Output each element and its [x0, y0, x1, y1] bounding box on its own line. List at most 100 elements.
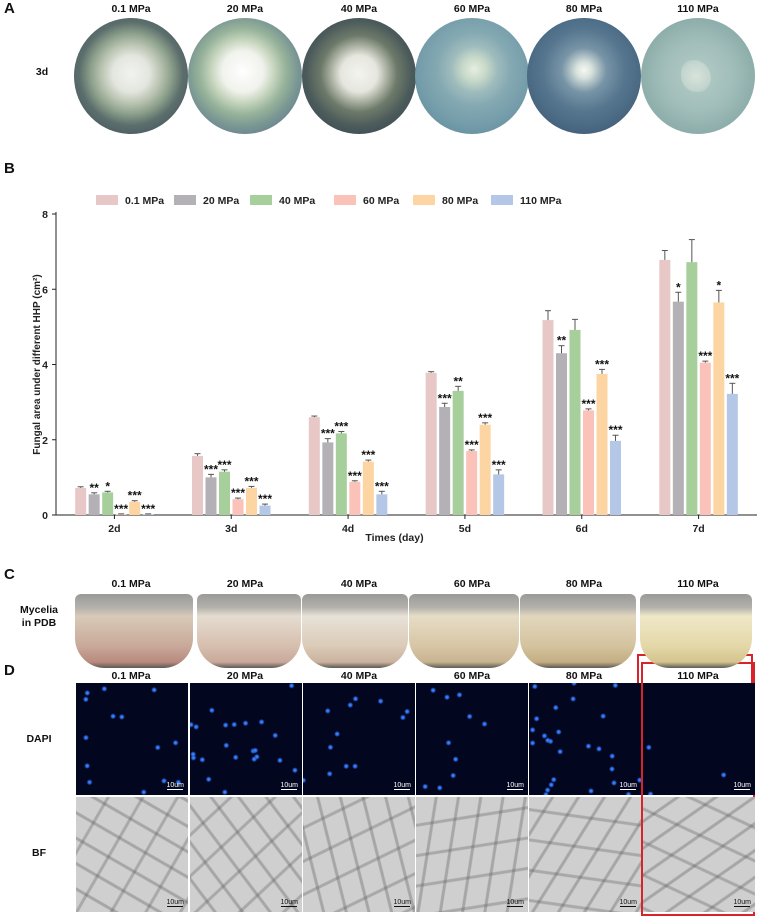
x-tick-label: 7d — [692, 523, 704, 535]
y-tick-label: 6 — [42, 284, 48, 296]
panel-b-letter: B — [4, 160, 15, 177]
bar — [335, 433, 347, 515]
bar — [610, 440, 621, 515]
culture-flask — [75, 594, 193, 668]
significance-label: *** — [334, 419, 348, 433]
legend-label: 0.1 MPa — [125, 195, 164, 207]
panel-d-column-header: 110 MPa — [677, 670, 719, 682]
culture-flask — [302, 594, 408, 668]
bar — [425, 372, 437, 515]
y-axis-label: Fungal area under different HHP (cm²) — [32, 274, 43, 454]
bar — [726, 393, 738, 515]
legend-swatch — [174, 195, 196, 205]
dapi-micrograph: 10um — [303, 683, 415, 795]
legend-swatch — [96, 195, 118, 205]
bright-field-micrograph: 10um — [303, 797, 415, 912]
panel-a-column-header: 0.1 MPa — [111, 3, 151, 15]
bar — [479, 424, 491, 515]
scale-bar-line — [281, 789, 298, 790]
panel-d-column-header: 60 MPa — [453, 670, 491, 682]
bar — [322, 442, 334, 515]
significance-label: *** — [725, 371, 739, 385]
fungal-area-bar-chart: 0.1 MPa 20 MPa 40 MPa 60 MPa 80 MPa 110 MPa 0 2… — [32, 195, 757, 544]
panel-d-column-header: 40 MPa — [340, 670, 378, 682]
y-tick-label: 0 — [42, 510, 48, 522]
scale-bar: 10um — [393, 782, 411, 791]
bar — [569, 329, 581, 515]
scale-bar-label: 10um — [393, 899, 411, 906]
scale-bar: 10um — [166, 899, 184, 908]
scale-bar: 10um — [619, 782, 637, 791]
scale-bar-line — [734, 906, 751, 907]
significance-label: *** — [581, 397, 595, 411]
panel-d-letter: D — [4, 662, 15, 679]
bar — [493, 474, 505, 515]
panel-c-column-header: 80 MPa — [565, 578, 603, 590]
panel-c-column-header: 110 MPa — [677, 578, 719, 590]
bar — [452, 390, 464, 515]
scale-bar-label: 10um — [506, 899, 524, 906]
significance-label: *** — [361, 448, 375, 462]
legend-swatch — [491, 195, 513, 205]
y-tick-label: 8 — [42, 209, 48, 221]
bar — [596, 373, 608, 515]
panel-c-row-label-line2: in PDB — [21, 617, 57, 629]
scale-bar: 10um — [733, 899, 751, 908]
legend-swatch — [413, 195, 435, 205]
bright-field-micrograph: 10um — [76, 797, 188, 912]
significance-label: *** — [595, 357, 609, 371]
scale-bar-label: 10um — [166, 899, 184, 906]
significance-label: ** — [89, 481, 99, 495]
colony — [681, 60, 711, 92]
panel-c-column-header: 20 MPa — [226, 578, 264, 590]
panel-a-row-label: 3d — [35, 66, 49, 78]
legend-swatch — [334, 195, 356, 205]
bar — [205, 477, 217, 515]
significance-label: * — [716, 278, 721, 292]
petri-dish — [74, 18, 188, 134]
bar — [466, 451, 478, 515]
bright-field-micrograph: 10um — [190, 797, 302, 912]
scale-bar-label: 10um — [619, 782, 637, 789]
scale-bar-label: 10um — [733, 782, 751, 789]
panel-c-column-header: 60 MPa — [453, 578, 491, 590]
bar — [129, 501, 141, 515]
y-tick-label: 4 — [42, 360, 48, 372]
bar — [88, 494, 100, 515]
scale-bar-label: 10um — [280, 899, 298, 906]
legend-swatch — [250, 195, 272, 205]
petri-dish — [302, 18, 416, 134]
bar — [376, 494, 388, 515]
bar — [362, 461, 374, 515]
bar — [699, 362, 711, 515]
bar — [349, 481, 361, 515]
bar — [102, 492, 114, 515]
x-tick-label: 2d — [108, 523, 120, 535]
dapi-micrograph: 10um — [190, 683, 302, 795]
scale-bar-line — [620, 789, 637, 790]
bar — [542, 320, 554, 515]
significance-label: * — [676, 280, 681, 294]
bar — [439, 407, 451, 515]
panel-a-column-header: 80 MPa — [565, 3, 603, 15]
dapi-micrograph: 10um — [643, 683, 755, 795]
bar — [659, 259, 671, 515]
culture-flask — [640, 594, 752, 668]
legend-label: 40 MPa — [279, 195, 315, 207]
petri-dish — [641, 18, 755, 134]
scale-bar-label: 10um — [733, 899, 751, 906]
petri-dish — [527, 18, 641, 134]
bar — [219, 471, 230, 515]
panel-a-column-header: 110 MPa — [677, 3, 719, 15]
bar — [75, 487, 87, 515]
panel-a-column-header: 20 MPa — [226, 3, 264, 15]
significance-label: *** — [217, 458, 231, 472]
bar — [246, 487, 257, 515]
bar — [142, 514, 154, 515]
significance-label: *** — [438, 391, 452, 405]
x-tick-label: 3d — [225, 523, 237, 535]
dapi-micrograph: 10um — [416, 683, 528, 795]
panel-d-column-header: 0.1 MPa — [111, 670, 151, 682]
significance-label: ** — [453, 374, 463, 388]
significance-label: *** — [231, 486, 245, 500]
